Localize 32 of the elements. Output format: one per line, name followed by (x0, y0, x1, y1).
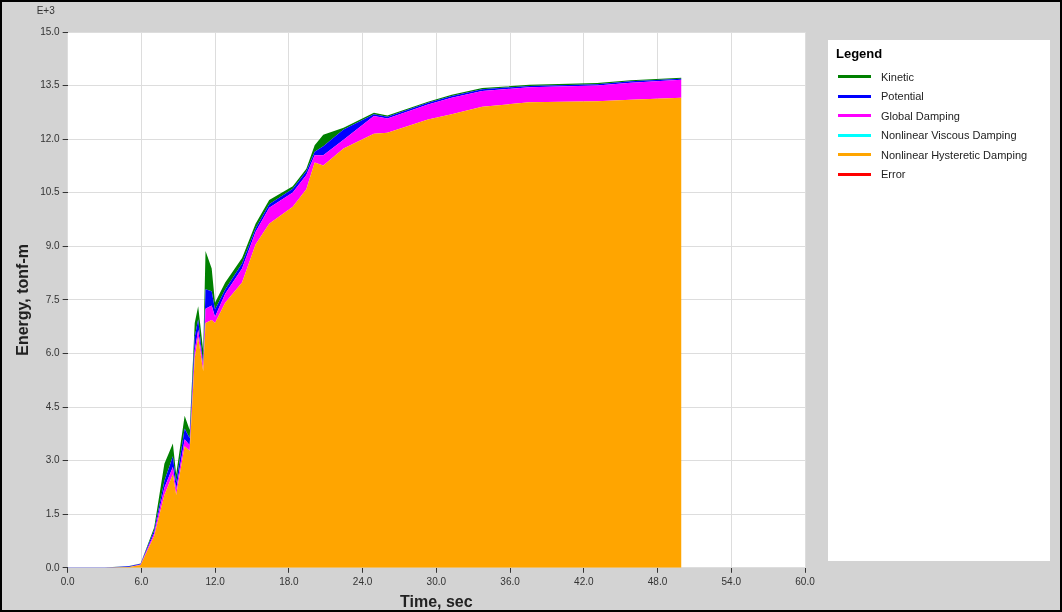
legend-label: Global Damping (881, 109, 960, 122)
x-tick-label: 18.0 (279, 575, 300, 587)
x-tick-label: 60.0 (795, 575, 816, 587)
x-tick-label: 36.0 (500, 575, 521, 587)
y-tick-label: 10.5 (40, 186, 61, 198)
x-tick-label: 54.0 (721, 575, 742, 587)
legend-label: Nonlinear Viscous Damping (881, 129, 1017, 142)
y-tick-label: 9.0 (45, 240, 61, 252)
text: E+3 (36, 5, 56, 16)
y-tick-label: 6.0 (45, 347, 61, 359)
y-tick-label: 0.0 (45, 561, 61, 573)
x-tick-label: 0.0 (60, 575, 76, 587)
y-tick-label: 1.5 (45, 507, 61, 519)
legend-label: Potential (881, 90, 924, 103)
x-tick-label: 12.0 (205, 575, 226, 587)
legend-label: Nonlinear Hysteretic Damping (881, 148, 1028, 161)
x-tick-label: 48.0 (647, 575, 668, 587)
legend-title: Legend (836, 46, 884, 61)
x-tick-label: 42.0 (574, 575, 594, 587)
legend-label: Kinetic (881, 70, 915, 83)
x-tick-label: 24.0 (352, 575, 373, 587)
y-tick-label: 13.5 (40, 79, 61, 91)
y-tick-label: 4.5 (45, 400, 61, 412)
y-axis-title: Energy, tonf-m (14, 244, 32, 356)
legend-label: Error (881, 168, 906, 181)
x-axis-title: Time, sec (400, 592, 473, 610)
x-tick-label: 30.0 (426, 575, 447, 587)
y-tick-label: 7.5 (45, 293, 61, 305)
y-tick-label: 3.0 (45, 454, 61, 466)
x-tick-label: 6.0 (134, 575, 149, 587)
y-tick-label: 15.0 (40, 25, 61, 37)
y-tick-label: 12.0 (40, 132, 61, 144)
